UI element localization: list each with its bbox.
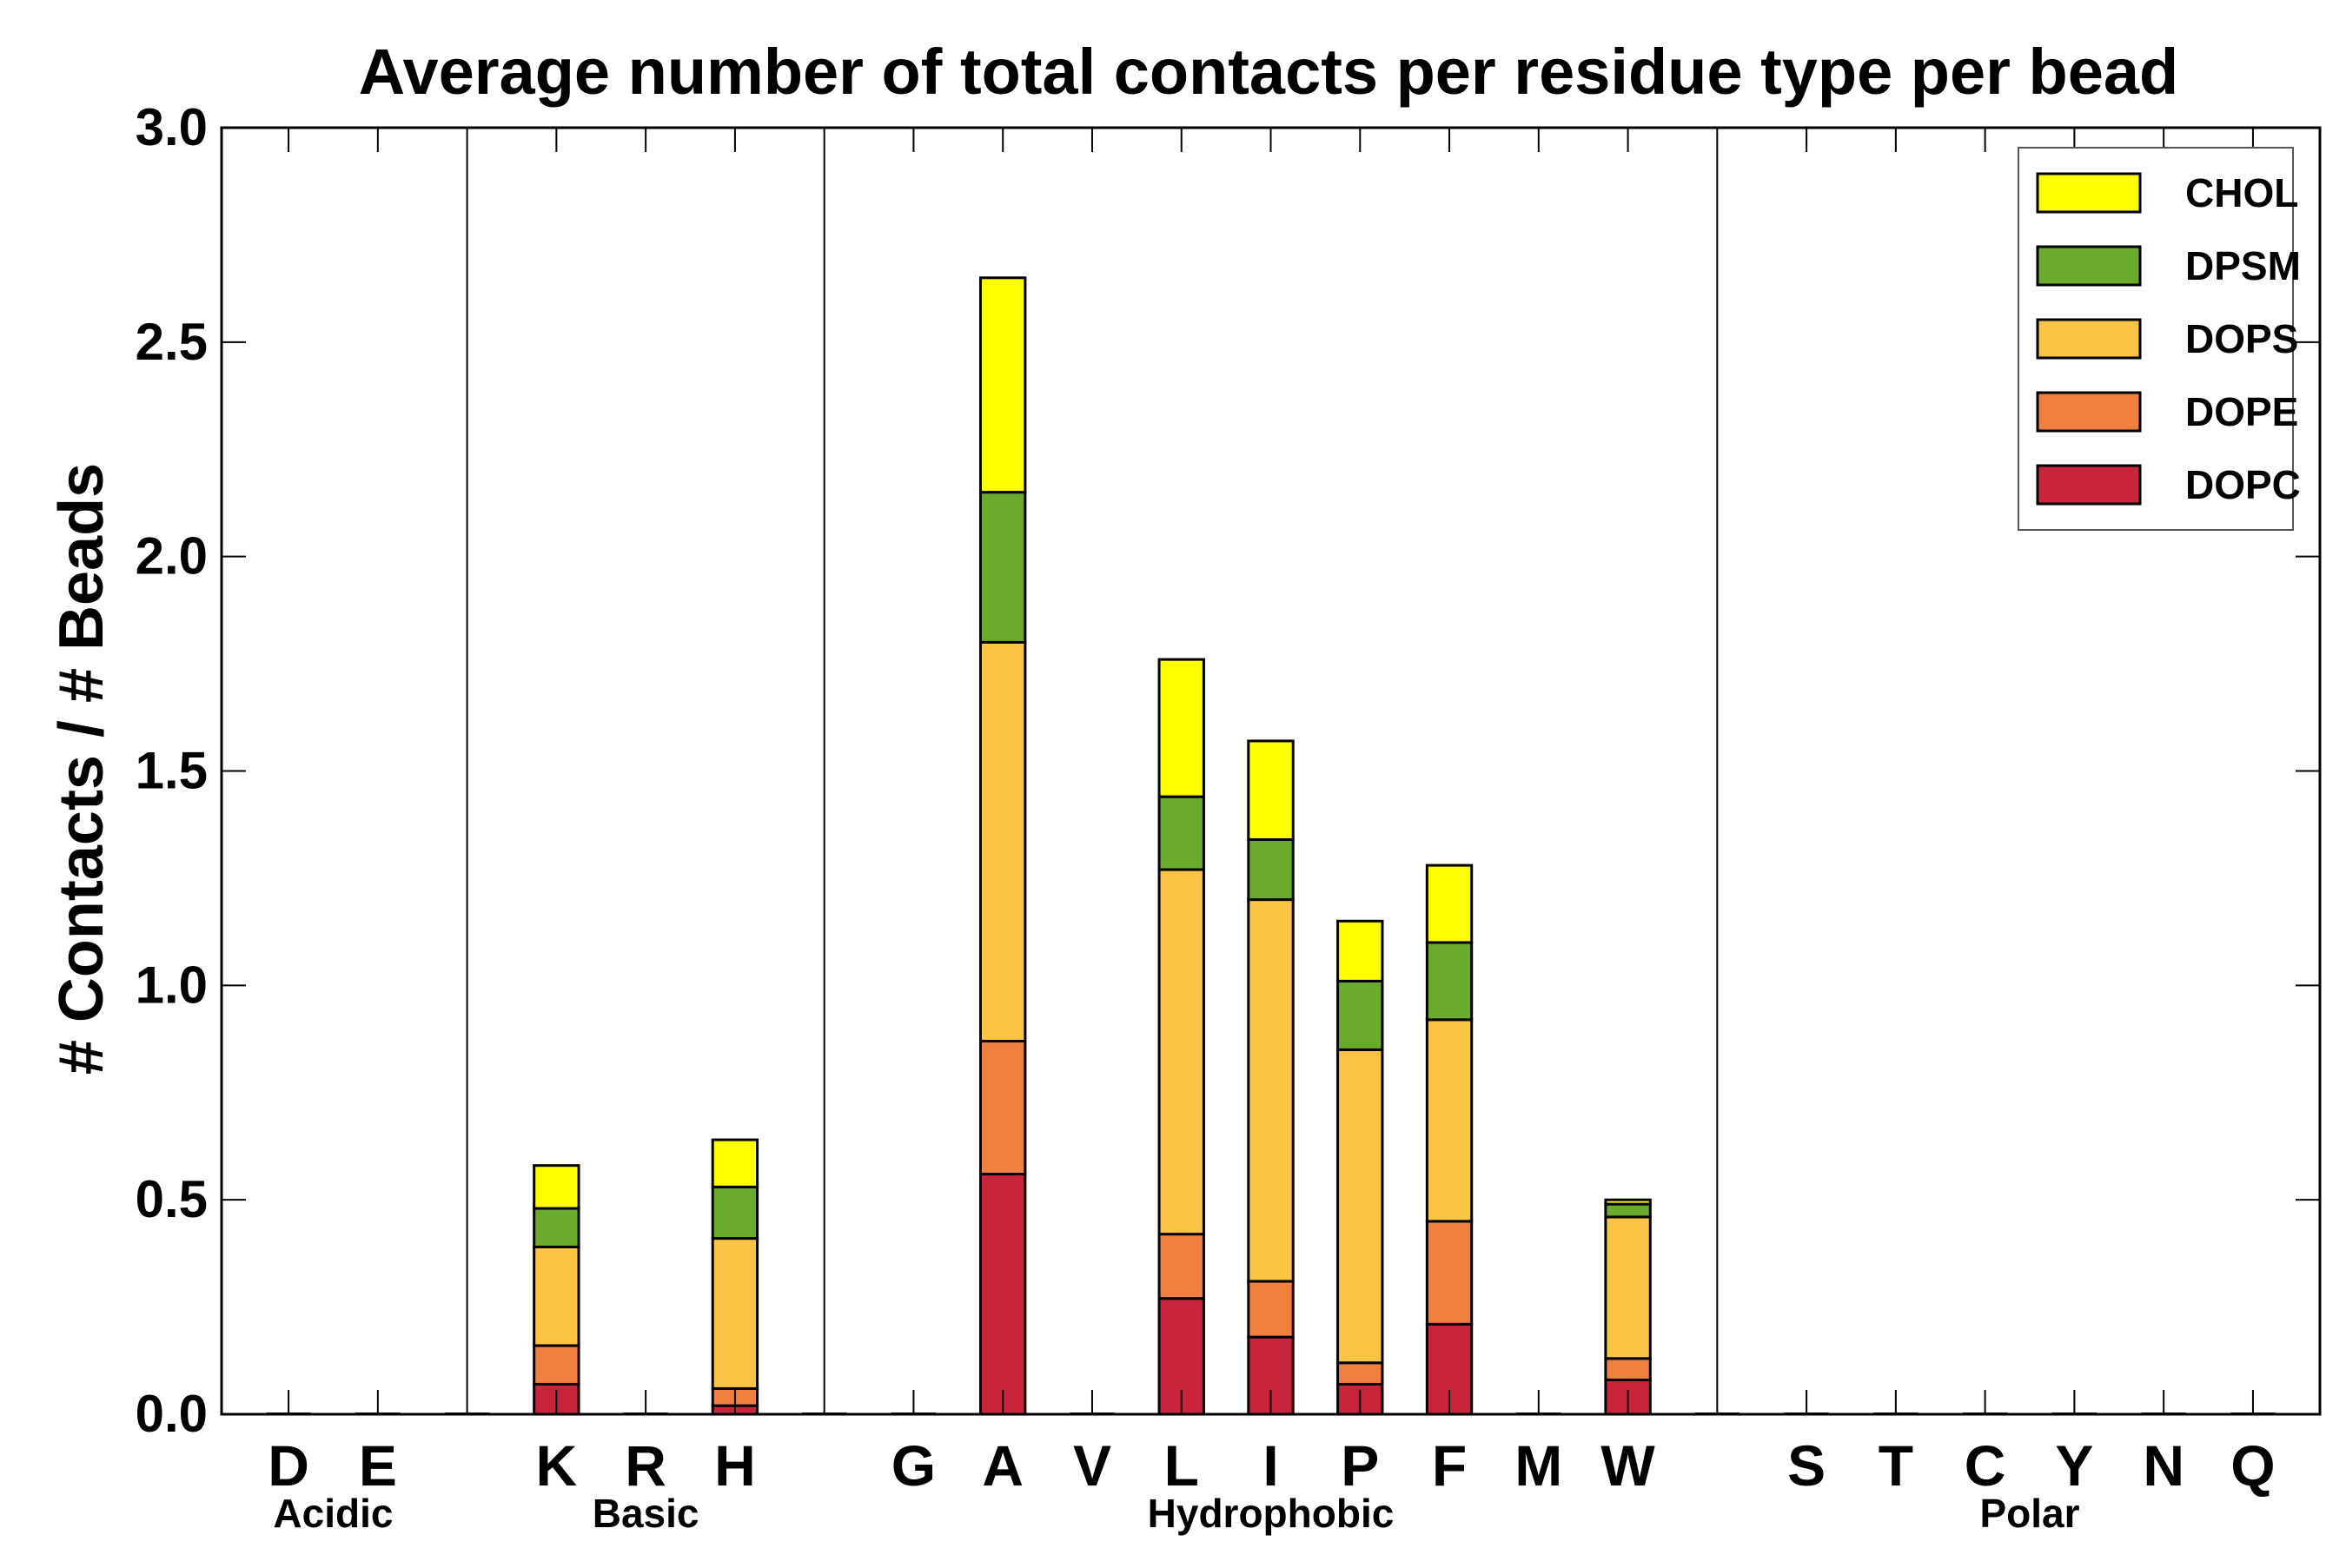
x-tick-label-n: N: [2143, 1433, 2184, 1498]
group-label-hydrophobic: Hydrophobic: [1148, 1491, 1395, 1536]
bar-f-dope: [1425, 1220, 1474, 1326]
bar-h-chol: [711, 1138, 759, 1188]
x-tick-label-q: Q: [2230, 1433, 2275, 1498]
bar-l-chol: [1157, 658, 1205, 798]
x-tick-label-c: C: [1965, 1433, 2006, 1498]
bar-w-chol: [1604, 1198, 1652, 1206]
x-tick-label-p: P: [1341, 1433, 1379, 1498]
legend-label-dopc: DOPC: [2185, 462, 2301, 507]
y-tick-label: 2.0: [136, 527, 208, 586]
x-tick-label-g: G: [891, 1433, 936, 1498]
bar-k-dops: [533, 1245, 580, 1347]
bar-k-dope: [533, 1344, 580, 1386]
y-tick-label: 1.0: [136, 956, 208, 1014]
legend: CHOL DPSM DOPS DOPE DOPC: [2018, 147, 2301, 531]
bar-l-dops: [1157, 868, 1205, 1236]
legend-swatch-dope: [2036, 391, 2142, 433]
y-axis-label: # Contacts / # Beads: [47, 463, 116, 1075]
bars-layer: [266, 276, 2276, 1416]
bar-f-dops: [1425, 1018, 1474, 1223]
bar-k-chol: [533, 1164, 580, 1210]
bar-i-dpsm: [1247, 837, 1295, 902]
x-tick-label-s: S: [1787, 1433, 1826, 1498]
legend-label-chol: CHOL: [2185, 170, 2298, 215]
x-tick-label-k: K: [536, 1433, 578, 1498]
legend-label-dops: DOPS: [2185, 316, 2298, 361]
y-tick-label: 0.0: [136, 1385, 208, 1443]
bar-a-chol: [979, 276, 1027, 494]
bar-w-dpsm: [1604, 1202, 1652, 1219]
x-tick-label-e: E: [359, 1433, 397, 1498]
legend-swatch-dpsm: [2036, 245, 2142, 287]
bar-a-dops: [979, 640, 1027, 1043]
bar-h-dops: [711, 1237, 759, 1390]
y-tick-label: 2.5: [136, 313, 208, 371]
x-tick-label-r: R: [625, 1433, 666, 1498]
chart-title: Average number of total contacts per res…: [359, 36, 2178, 108]
bar-l-dpsm: [1157, 795, 1205, 871]
legend-label-dope: DOPE: [2185, 389, 2298, 434]
x-tick-label-a: A: [982, 1433, 1024, 1498]
group-label-acidic: Acidic: [273, 1491, 393, 1536]
bar-f-chol: [1425, 863, 1474, 944]
x-tick-label-w: W: [1600, 1433, 1655, 1498]
bar-f-dpsm: [1425, 941, 1474, 1022]
legend-swatch-chol: [2036, 172, 2142, 214]
bar-i-dops: [1247, 898, 1295, 1283]
x-tick-label-m: M: [1514, 1433, 1562, 1498]
bar-i-chol: [1247, 739, 1295, 841]
y-tick-label: 0.5: [136, 1170, 208, 1228]
bar-w-dops: [1604, 1215, 1652, 1360]
y-tick-label: 3.0: [136, 98, 208, 156]
bar-a-dopc: [979, 1173, 1027, 1416]
bar-i-dope: [1247, 1280, 1295, 1339]
bar-h-dpsm: [711, 1185, 759, 1241]
ticks-layer: [222, 127, 2320, 1415]
bar-k-dpsm: [533, 1207, 580, 1248]
labels-layer: 0.0 0.5 1.0 1.5 2.0 2.5 3.0 D E K R H G A V L I P F M W S T C Y N…: [136, 98, 2276, 1536]
x-tick-label-d: D: [268, 1433, 309, 1498]
legend-swatch-dopc: [2036, 464, 2142, 506]
x-tick-label-t: T: [1879, 1433, 1913, 1498]
x-tick-label-i: I: [1262, 1433, 1278, 1498]
bar-p-dops: [1336, 1048, 1384, 1365]
bar-a-dope: [979, 1040, 1027, 1176]
bar-p-chol: [1336, 919, 1384, 982]
bar-p-dpsm: [1336, 979, 1384, 1051]
legend-swatch-dops: [2036, 318, 2142, 360]
bar-p-dope: [1336, 1361, 1384, 1386]
bar-w-dope: [1604, 1357, 1652, 1382]
x-tick-label-v: V: [1073, 1433, 1111, 1498]
legend-label-dpsm: DPSM: [2185, 243, 2301, 288]
group-label-polar: Polar: [1979, 1491, 2079, 1536]
x-tick-label-y: Y: [2055, 1433, 2093, 1498]
y-tick-label: 1.5: [136, 742, 208, 800]
x-tick-label-l: L: [1164, 1433, 1199, 1498]
group-label-basic: Basic: [593, 1491, 699, 1536]
x-tick-label-h: H: [714, 1433, 756, 1498]
bar-a-dpsm: [979, 491, 1027, 644]
bar-l-dope: [1157, 1233, 1205, 1300]
x-tick-label-f: F: [1432, 1433, 1467, 1498]
